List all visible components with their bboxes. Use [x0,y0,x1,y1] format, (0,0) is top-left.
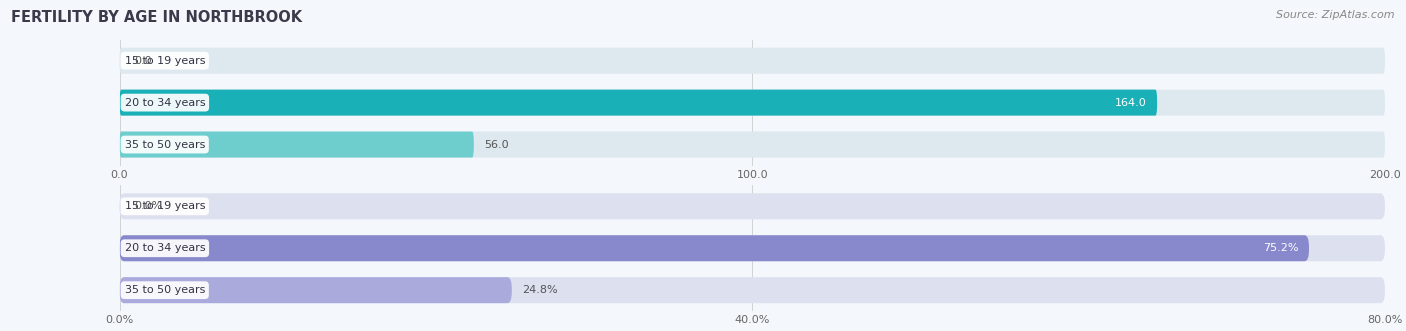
Text: 24.8%: 24.8% [522,285,558,295]
FancyBboxPatch shape [120,235,1309,261]
Text: 15 to 19 years: 15 to 19 years [125,56,205,66]
FancyBboxPatch shape [120,235,1385,261]
FancyBboxPatch shape [120,131,1385,158]
Text: 56.0: 56.0 [484,140,509,150]
Text: 164.0: 164.0 [1115,98,1147,108]
Text: 0.0: 0.0 [135,56,152,66]
FancyBboxPatch shape [120,277,1385,303]
FancyBboxPatch shape [120,90,1157,116]
FancyBboxPatch shape [120,48,1385,74]
Text: 35 to 50 years: 35 to 50 years [125,285,205,295]
Text: FERTILITY BY AGE IN NORTHBROOK: FERTILITY BY AGE IN NORTHBROOK [11,10,302,25]
Text: Source: ZipAtlas.com: Source: ZipAtlas.com [1277,10,1395,20]
Text: 35 to 50 years: 35 to 50 years [125,140,205,150]
FancyBboxPatch shape [120,193,1385,219]
FancyBboxPatch shape [120,90,1385,116]
Text: 15 to 19 years: 15 to 19 years [125,201,205,211]
Text: 20 to 34 years: 20 to 34 years [125,243,205,253]
Text: 20 to 34 years: 20 to 34 years [125,98,205,108]
FancyBboxPatch shape [120,277,512,303]
Text: 0.0%: 0.0% [135,201,163,211]
FancyBboxPatch shape [120,131,474,158]
Text: 75.2%: 75.2% [1264,243,1299,253]
